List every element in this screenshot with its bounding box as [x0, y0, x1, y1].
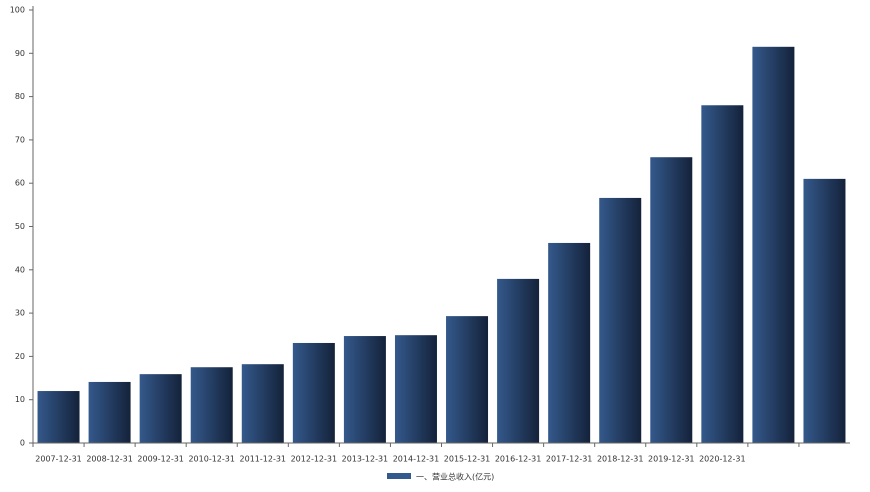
bar — [292, 342, 335, 443]
bar — [37, 391, 80, 443]
x-tick-label: 2011-12-31 — [240, 455, 287, 464]
x-tick-label: 2014-12-31 — [393, 455, 440, 464]
bar — [701, 105, 744, 443]
x-tick-label: 2020-12-31 — [699, 455, 746, 464]
bar — [241, 364, 284, 443]
y-tick-label: 10 — [15, 395, 25, 404]
y-tick-label: 90 — [15, 49, 25, 58]
x-tick-label: 2007-12-31 — [35, 455, 82, 464]
y-tick-label: 80 — [15, 92, 25, 101]
bar — [650, 157, 693, 443]
y-tick-label: 60 — [15, 179, 25, 188]
x-tick-label: 2008-12-31 — [86, 455, 133, 464]
y-tick-label: 20 — [15, 352, 25, 361]
x-tick-label: 2009-12-31 — [137, 455, 184, 464]
bar — [548, 242, 591, 443]
bar — [803, 178, 846, 443]
x-tick-label: 2019-12-31 — [648, 455, 695, 464]
x-tick-label: 2010-12-31 — [188, 455, 235, 464]
y-tick-label: 0 — [20, 439, 25, 448]
bar — [394, 335, 437, 443]
bar — [752, 46, 795, 444]
x-tick-label: 2018-12-31 — [597, 455, 644, 464]
bar — [88, 381, 131, 443]
bar — [139, 374, 182, 443]
bar — [497, 278, 540, 443]
x-tick-label: 2013-12-31 — [342, 455, 389, 464]
bar — [446, 316, 489, 443]
legend-label: 一、营业总收入(亿元) — [416, 472, 494, 482]
y-tick-label: 30 — [15, 309, 25, 318]
y-tick-label: 40 — [15, 265, 25, 274]
x-tick-label: 2016-12-31 — [495, 455, 542, 464]
y-tick-label: 70 — [15, 135, 25, 144]
bar — [190, 367, 233, 443]
y-tick-label: 50 — [15, 222, 25, 231]
x-tick-label: 2015-12-31 — [444, 455, 491, 464]
x-tick-label: 2017-12-31 — [546, 455, 593, 464]
bar — [599, 197, 642, 443]
y-tick-label: 100 — [10, 6, 25, 15]
x-tick-label: 2012-12-31 — [291, 455, 338, 464]
bar — [343, 336, 386, 443]
legend-swatch — [387, 473, 411, 479]
